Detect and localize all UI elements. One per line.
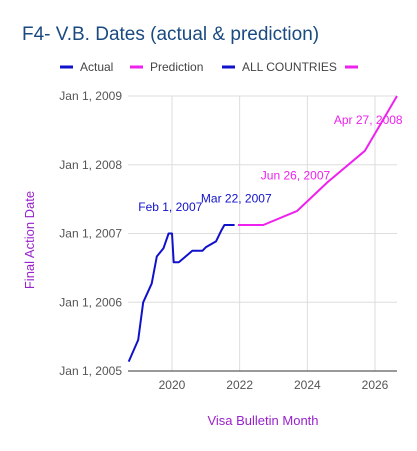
series-lines xyxy=(127,95,398,363)
x-tick-labels: 2020 2022 2024 2026 xyxy=(159,378,389,392)
x-tick-label: 2026 xyxy=(362,378,389,392)
legend-label: ALL COUNTRIES xyxy=(242,60,337,74)
y-tick-labels: Jan 1, 2005 Jan 1, 2006 Jan 1, 2007 Jan 1, … xyxy=(59,89,122,378)
data-label: Feb 1, 2007 xyxy=(138,200,202,214)
series-line-actual xyxy=(127,224,235,363)
legend: Actual Prediction ALL COUNTRIES xyxy=(60,60,358,74)
data-label: Apr 27, 2008 xyxy=(334,113,403,127)
legend-label: Prediction xyxy=(150,60,203,74)
x-tick-label: 2020 xyxy=(159,378,186,392)
y-tick-label: Jan 1, 2007 xyxy=(59,227,122,241)
legend-label: Actual xyxy=(80,60,113,74)
x-tick-label: 2024 xyxy=(294,378,321,392)
y-tick-label: Jan 1, 2008 xyxy=(59,158,122,172)
data-label: Mar 22, 2007 xyxy=(201,191,272,205)
y-tick-label: Jan 1, 2006 xyxy=(59,295,122,309)
x-tick-label: 2022 xyxy=(226,378,253,392)
y-axis-label: Final Action Date xyxy=(22,191,37,289)
series-line-prediction xyxy=(238,95,398,226)
y-tick-label: Jan 1, 2005 xyxy=(59,364,122,378)
y-tick-label: Jan 1, 2009 xyxy=(59,89,122,103)
data-label: Jun 26, 2007 xyxy=(261,168,331,182)
chart-title: F4- V.B. Dates (actual & prediction) xyxy=(22,24,319,45)
x-axis-label: Visa Bulletin Month xyxy=(207,413,318,428)
